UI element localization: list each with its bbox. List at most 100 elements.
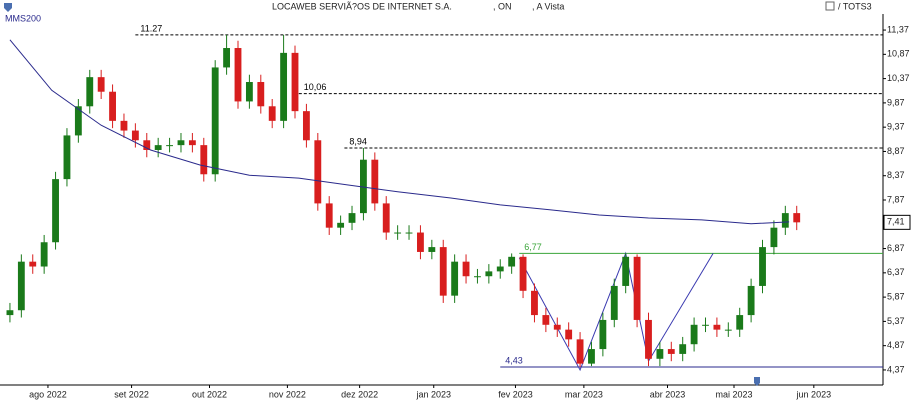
candle-body xyxy=(268,106,276,121)
candle-body xyxy=(667,349,675,354)
y-tick-label: 9,37 xyxy=(887,122,905,132)
y-tick-label: 7,87 xyxy=(887,194,905,204)
candle-body xyxy=(747,285,755,316)
candle-body xyxy=(656,349,664,359)
candle-body xyxy=(645,319,652,359)
y-tick-label: 8,87 xyxy=(887,146,905,156)
y-tick-label: 4,37 xyxy=(887,364,905,374)
x-tick-label: ago 2022 xyxy=(29,389,67,399)
candle-body xyxy=(371,159,379,204)
candle-body xyxy=(348,213,356,223)
candle-body xyxy=(531,290,538,316)
last-price-box xyxy=(883,214,911,230)
candle-body xyxy=(724,329,732,331)
candle-body xyxy=(120,120,128,131)
candle-body xyxy=(177,140,185,146)
candle-body xyxy=(610,285,618,320)
y-tick-label: 6,87 xyxy=(887,243,905,253)
candle-body xyxy=(793,213,801,223)
candle-body xyxy=(679,344,687,354)
candle-body xyxy=(462,261,470,277)
x-tick-label: dez 2022 xyxy=(341,389,378,399)
candle-body xyxy=(405,232,413,234)
x-tick-label: set 2022 xyxy=(114,389,149,399)
candle-body xyxy=(599,319,607,350)
y-tick-label: 5,87 xyxy=(887,291,905,301)
moving-average-line xyxy=(9,39,790,225)
candle-body xyxy=(188,140,196,146)
candle-body xyxy=(29,261,37,267)
candle-body xyxy=(553,324,561,330)
chart-title: LOCAWEB SERVIÃ?OS DE INTERNET S.A. xyxy=(272,1,452,11)
candle-body xyxy=(770,227,778,248)
candle-body xyxy=(337,222,345,228)
candle-body xyxy=(565,329,573,340)
y-tick-label: 8,37 xyxy=(887,170,905,180)
price-level-label: 10,06 xyxy=(304,82,327,92)
candle-body xyxy=(519,256,527,291)
x-tick-label: mai 2023 xyxy=(715,389,752,399)
candle-body xyxy=(439,247,447,296)
x-tick-label: out 2022 xyxy=(192,389,227,399)
menu-icon[interactable] xyxy=(4,3,12,12)
price-level-label: 8,94 xyxy=(349,136,367,146)
last-price-label: 7,41 xyxy=(887,217,905,227)
candle-body xyxy=(542,315,550,325)
price-level-label: 11.27 xyxy=(140,23,162,33)
legend-entry: MMS200 xyxy=(5,13,41,23)
x-tick-label: fev 2023 xyxy=(498,389,533,399)
candle-body xyxy=(257,82,265,107)
candle-body xyxy=(17,261,25,311)
x-tick-label: jan 2023 xyxy=(415,389,451,399)
candle-body xyxy=(52,179,59,243)
x-tick-label: abr 2023 xyxy=(650,389,686,399)
candle-body xyxy=(576,339,584,364)
candle-body xyxy=(417,232,424,252)
candle-body xyxy=(485,271,493,277)
candle-body xyxy=(702,324,709,326)
y-tick-label: 10,37 xyxy=(887,73,910,83)
candle-body xyxy=(154,145,162,150)
candle-body xyxy=(63,135,71,180)
candle-body xyxy=(280,52,288,121)
compare-label: / TOTS3 xyxy=(838,1,872,11)
compare-checkbox[interactable] xyxy=(825,1,835,11)
candle-body xyxy=(6,310,14,316)
x-tick-label: mar 2023 xyxy=(565,389,603,399)
candle-body xyxy=(211,67,219,175)
candle-body xyxy=(200,145,208,175)
candle-body xyxy=(86,77,94,107)
candle-body xyxy=(74,106,82,136)
y-tick-label: 4,87 xyxy=(887,340,905,350)
candle-body xyxy=(508,256,516,267)
candle-body xyxy=(633,256,641,320)
market: , A Vista xyxy=(532,1,564,11)
candle-body xyxy=(302,111,310,141)
candle-body xyxy=(713,324,721,330)
candle-body xyxy=(496,266,504,272)
candle-body xyxy=(223,48,231,68)
candle-body xyxy=(451,261,459,296)
candle-body xyxy=(40,242,48,267)
price-level-label: 6,77 xyxy=(524,242,542,252)
candle-body xyxy=(690,324,698,345)
candle-body xyxy=(474,276,481,278)
candle-body xyxy=(588,349,595,364)
price-level-label: 4,43 xyxy=(505,355,523,365)
y-tick-label: 9,87 xyxy=(887,97,905,107)
y-tick-label: 11,37 xyxy=(887,24,909,34)
candle-body xyxy=(759,247,766,286)
event-marker xyxy=(754,377,760,386)
candle-body xyxy=(166,145,173,147)
candle-body xyxy=(622,256,630,286)
y-tick-label: 10,87 xyxy=(887,49,910,59)
candle-body xyxy=(97,77,105,92)
y-tick-label: 6,37 xyxy=(887,267,905,277)
candle-body xyxy=(291,52,299,112)
share-class: , ON xyxy=(493,1,512,11)
candle-body xyxy=(131,130,139,141)
candle-body xyxy=(234,48,242,102)
candle-body xyxy=(143,140,151,150)
candle-body xyxy=(382,203,390,233)
